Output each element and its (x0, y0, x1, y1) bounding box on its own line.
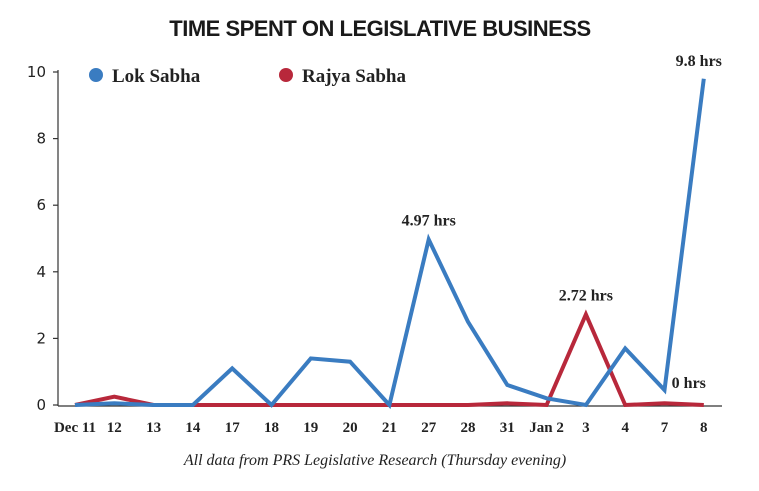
x-tick-label: 14 (185, 420, 201, 436)
x-tick-label: 19 (303, 420, 318, 436)
y-tick-label: 4 (36, 263, 46, 281)
y-tick-label: 6 (36, 196, 46, 214)
legend-swatch (279, 68, 293, 82)
data-label: 9.8 hrs (676, 53, 722, 70)
y-axis: 0 2 4 6 8 10 (27, 63, 59, 414)
y-tick-label: 2 (36, 329, 46, 347)
x-tick-label: 7 (661, 420, 669, 436)
x-tick-label: 12 (107, 420, 122, 436)
chart-title: TIME SPENT ON LEGISLATIVE BUSINESS (169, 16, 590, 41)
legend-label: Rajya Sabha (302, 66, 406, 87)
x-tick-label: 18 (264, 420, 279, 436)
legend: Lok Sabha Rajya Sabha (89, 66, 406, 87)
x-tick-label: Dec 11 (54, 420, 96, 436)
legend-label: Lok Sabha (112, 66, 201, 87)
x-tick-label: 17 (225, 420, 241, 436)
y-tick-label: 8 (36, 130, 46, 148)
data-label: 2.72 hrs (559, 287, 613, 304)
x-tick-label: 21 (382, 420, 397, 436)
x-axis: Dec 11 12 13 14 17 18 19 20 21 27 28 31 Jan 2 3 4 7 8 (54, 405, 722, 436)
x-tick-label: 31 (500, 420, 515, 436)
data-label: 4.97 hrs (402, 212, 456, 229)
x-tick-label: 3 (582, 420, 590, 436)
x-tick-label: 27 (421, 420, 437, 436)
x-tick-label: Jan 2 (529, 420, 564, 436)
x-tick-label: 28 (461, 420, 476, 436)
y-tick-label: 0 (36, 396, 46, 414)
y-tick-label: 10 (27, 63, 46, 81)
series-line-lok-sabha (74, 78, 706, 410)
series-line-rajya-sabha (74, 309, 704, 408)
x-tick-label: 13 (146, 420, 161, 436)
series-lines (74, 78, 706, 410)
x-tick-label: 4 (621, 420, 629, 436)
legend-swatch (89, 68, 103, 82)
x-tick-label: 20 (343, 420, 358, 436)
source-note: All data from PRS Legislative Research (… (183, 452, 566, 469)
data-label: 0 hrs (672, 375, 706, 392)
x-tick-label: 8 (700, 420, 708, 436)
annotations: 4.97 hrs 2.72 hrs 9.8 hrs 0 hrs (402, 53, 722, 392)
